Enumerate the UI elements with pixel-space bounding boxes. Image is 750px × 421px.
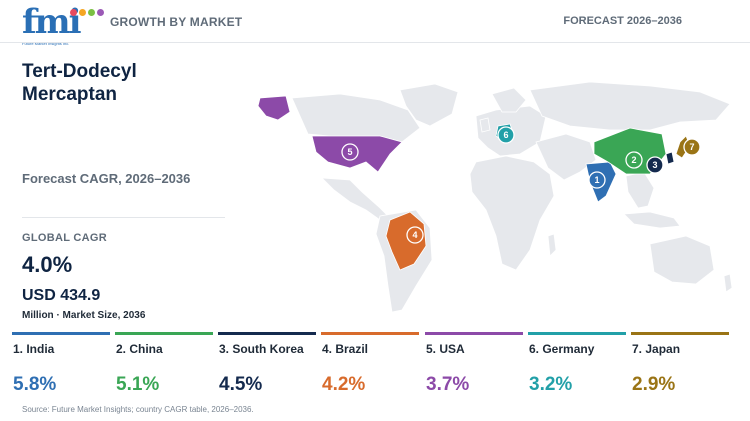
global-cagr-label: GLOBAL CAGR	[22, 232, 107, 244]
country-color-bar	[218, 332, 316, 335]
land-indonesia	[623, 211, 681, 229]
country-cagr-value: 5.1%	[116, 374, 160, 395]
country-name: 7. Japan	[632, 342, 681, 356]
country-cagr-value: 3.2%	[529, 374, 573, 395]
land-africa	[469, 155, 555, 271]
country-usa-alaska	[257, 95, 291, 121]
land-russia	[529, 81, 731, 131]
land-greenland	[399, 83, 459, 127]
country-cagr-value: 4.2%	[322, 374, 366, 395]
country-column: 6. Germany 3.2%	[528, 332, 626, 402]
country-cagr-value: 5.8%	[13, 374, 57, 395]
country-color-bar	[12, 332, 110, 335]
rank-marker-label: 3	[652, 160, 657, 170]
country-name: 5. USA	[426, 342, 465, 356]
rank-marker-label: 5	[347, 147, 352, 157]
rank-marker	[646, 156, 664, 174]
land-southeast-asia	[625, 171, 655, 209]
highlighted-countries	[257, 95, 691, 271]
rank-marker	[588, 171, 606, 189]
base-land	[291, 81, 733, 313]
logo-tagline: Future Market Insights Inc.	[22, 41, 70, 46]
rank-marker	[406, 226, 424, 244]
rank-marker	[341, 143, 359, 161]
country-name: 1. India	[13, 342, 55, 356]
forecast-cagr-subtitle: Forecast CAGR, 2026–2036	[22, 171, 191, 186]
land-new-zealand	[723, 273, 733, 293]
rank-marker	[497, 126, 515, 144]
global-cagr-value: 4.0%	[22, 252, 73, 277]
land-scandinavia	[491, 87, 527, 113]
country-column: 5. USA 3.7%	[425, 332, 523, 402]
header-divider	[0, 42, 750, 43]
land-madagascar	[547, 233, 557, 257]
fmi-logo: fmi Future Market Insights Inc.	[22, 3, 104, 46]
country-name: 3. South Korea	[219, 342, 304, 356]
country-name: 6. Germany	[529, 342, 595, 356]
forecast-period-label: FORECAST 2026–2036	[563, 15, 682, 27]
country-column: 2. China 5.1%	[115, 332, 213, 402]
country-cagr-value: 4.5%	[219, 374, 263, 395]
country-column: 7. Japan 2.9%	[631, 332, 729, 402]
rank-marker-label: 7	[689, 142, 694, 152]
land-central-america	[320, 177, 389, 221]
world-map: 1 2 3 4 5 6 7	[230, 50, 750, 322]
country-color-bar	[528, 332, 626, 335]
country-column: 4. Brazil 4.2%	[321, 332, 419, 402]
growth-by-market-label: GROWTH BY MARKET	[110, 15, 243, 29]
country-column: 3. South Korea 4.5%	[218, 332, 316, 402]
country-color-bar	[425, 332, 523, 335]
world-map-svg: 1 2 3 4 5 6 7	[257, 81, 733, 313]
panel-divider	[22, 217, 225, 218]
rank-marker-label: 4	[412, 230, 417, 240]
country-cagr-strip: 1. India 5.8% 2. China 5.1% 3. South Korea 4.…	[12, 332, 742, 402]
rank-marker	[683, 138, 701, 156]
country-name: 4. Brazil	[322, 342, 369, 356]
rank-markers: 1 2 3 4 5 6 7	[341, 126, 701, 244]
country-column: 1. India 5.8%	[12, 332, 110, 402]
country-name: 2. China	[116, 342, 163, 356]
source-note: Source: Future Market Insights; country …	[22, 405, 254, 414]
rank-marker-label: 2	[631, 155, 636, 165]
country-cagr-value: 2.9%	[632, 374, 676, 395]
country-south-korea	[665, 151, 675, 165]
rank-marker-label: 6	[503, 130, 508, 140]
rank-marker-label: 1	[594, 175, 599, 185]
country-color-bar	[115, 332, 213, 335]
country-color-bar	[321, 332, 419, 335]
rank-marker	[625, 151, 643, 169]
land-uk	[479, 117, 491, 133]
country-cagr-value: 3.7%	[426, 374, 470, 395]
market-size-unit: Million · Market Size, 2036	[22, 310, 146, 321]
page-title: Tert-Dodecyl Mercaptan	[22, 61, 137, 105]
country-color-bar	[631, 332, 729, 335]
market-size-value: USD 434.9	[22, 287, 101, 304]
land-canada	[291, 93, 421, 143]
land-australia	[649, 235, 715, 285]
